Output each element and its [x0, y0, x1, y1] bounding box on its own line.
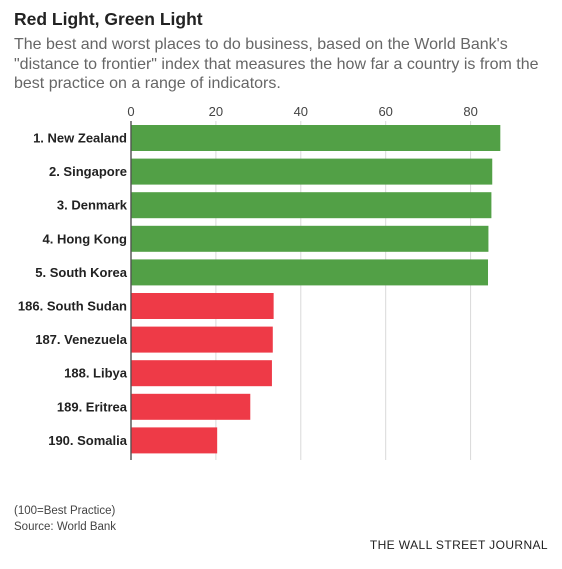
footnote: (100=Best Practice): [14, 505, 116, 517]
category-label: 2. Singapore: [49, 164, 127, 179]
x-tick-labels: 0 20 40 60 80: [127, 104, 477, 119]
category-label: 1. New Zealand: [33, 131, 127, 146]
bar: [131, 360, 272, 387]
category-label: 187. Venezuela: [35, 332, 128, 347]
publisher-logo: THE WALL STREET JOURNAL: [369, 538, 548, 552]
x-tick-label: 20: [209, 104, 223, 119]
category-label: 4. Hong Kong: [43, 231, 128, 246]
category-label: 5. South Korea: [35, 265, 128, 280]
bar: [131, 259, 489, 286]
chart-title: Red Light, Green Light: [14, 9, 203, 29]
bar: [131, 326, 273, 353]
bars: [131, 125, 501, 454]
category-label: 190. Somalia: [48, 433, 128, 448]
category-labels: 1. New Zealand 2. Singapore 3. Denmark 4. H…: [18, 131, 128, 448]
bar: [131, 192, 492, 219]
bar: [131, 293, 274, 319]
bar-chart: 0 20 40 60 80 1. New Zealand 2. Singapore 3. D…: [18, 104, 501, 460]
x-tick-label: 80: [463, 104, 477, 119]
category-label: 186. South Sudan: [18, 299, 127, 314]
x-tick-label: 60: [378, 104, 392, 119]
x-tick-label: 0: [127, 104, 134, 119]
bar: [131, 158, 493, 185]
category-label: 3. Denmark: [57, 198, 128, 213]
bar: [131, 225, 489, 252]
bar: [131, 393, 251, 420]
x-tick-label: 40: [294, 104, 308, 119]
bar: [131, 427, 218, 454]
chart-subtitle: The best and worst places to do business…: [14, 36, 539, 92]
source-note: Source: World Bank: [14, 521, 117, 533]
category-label: 188. Libya: [64, 366, 128, 381]
category-label: 189. Eritrea: [57, 399, 128, 414]
bar: [131, 125, 501, 151]
